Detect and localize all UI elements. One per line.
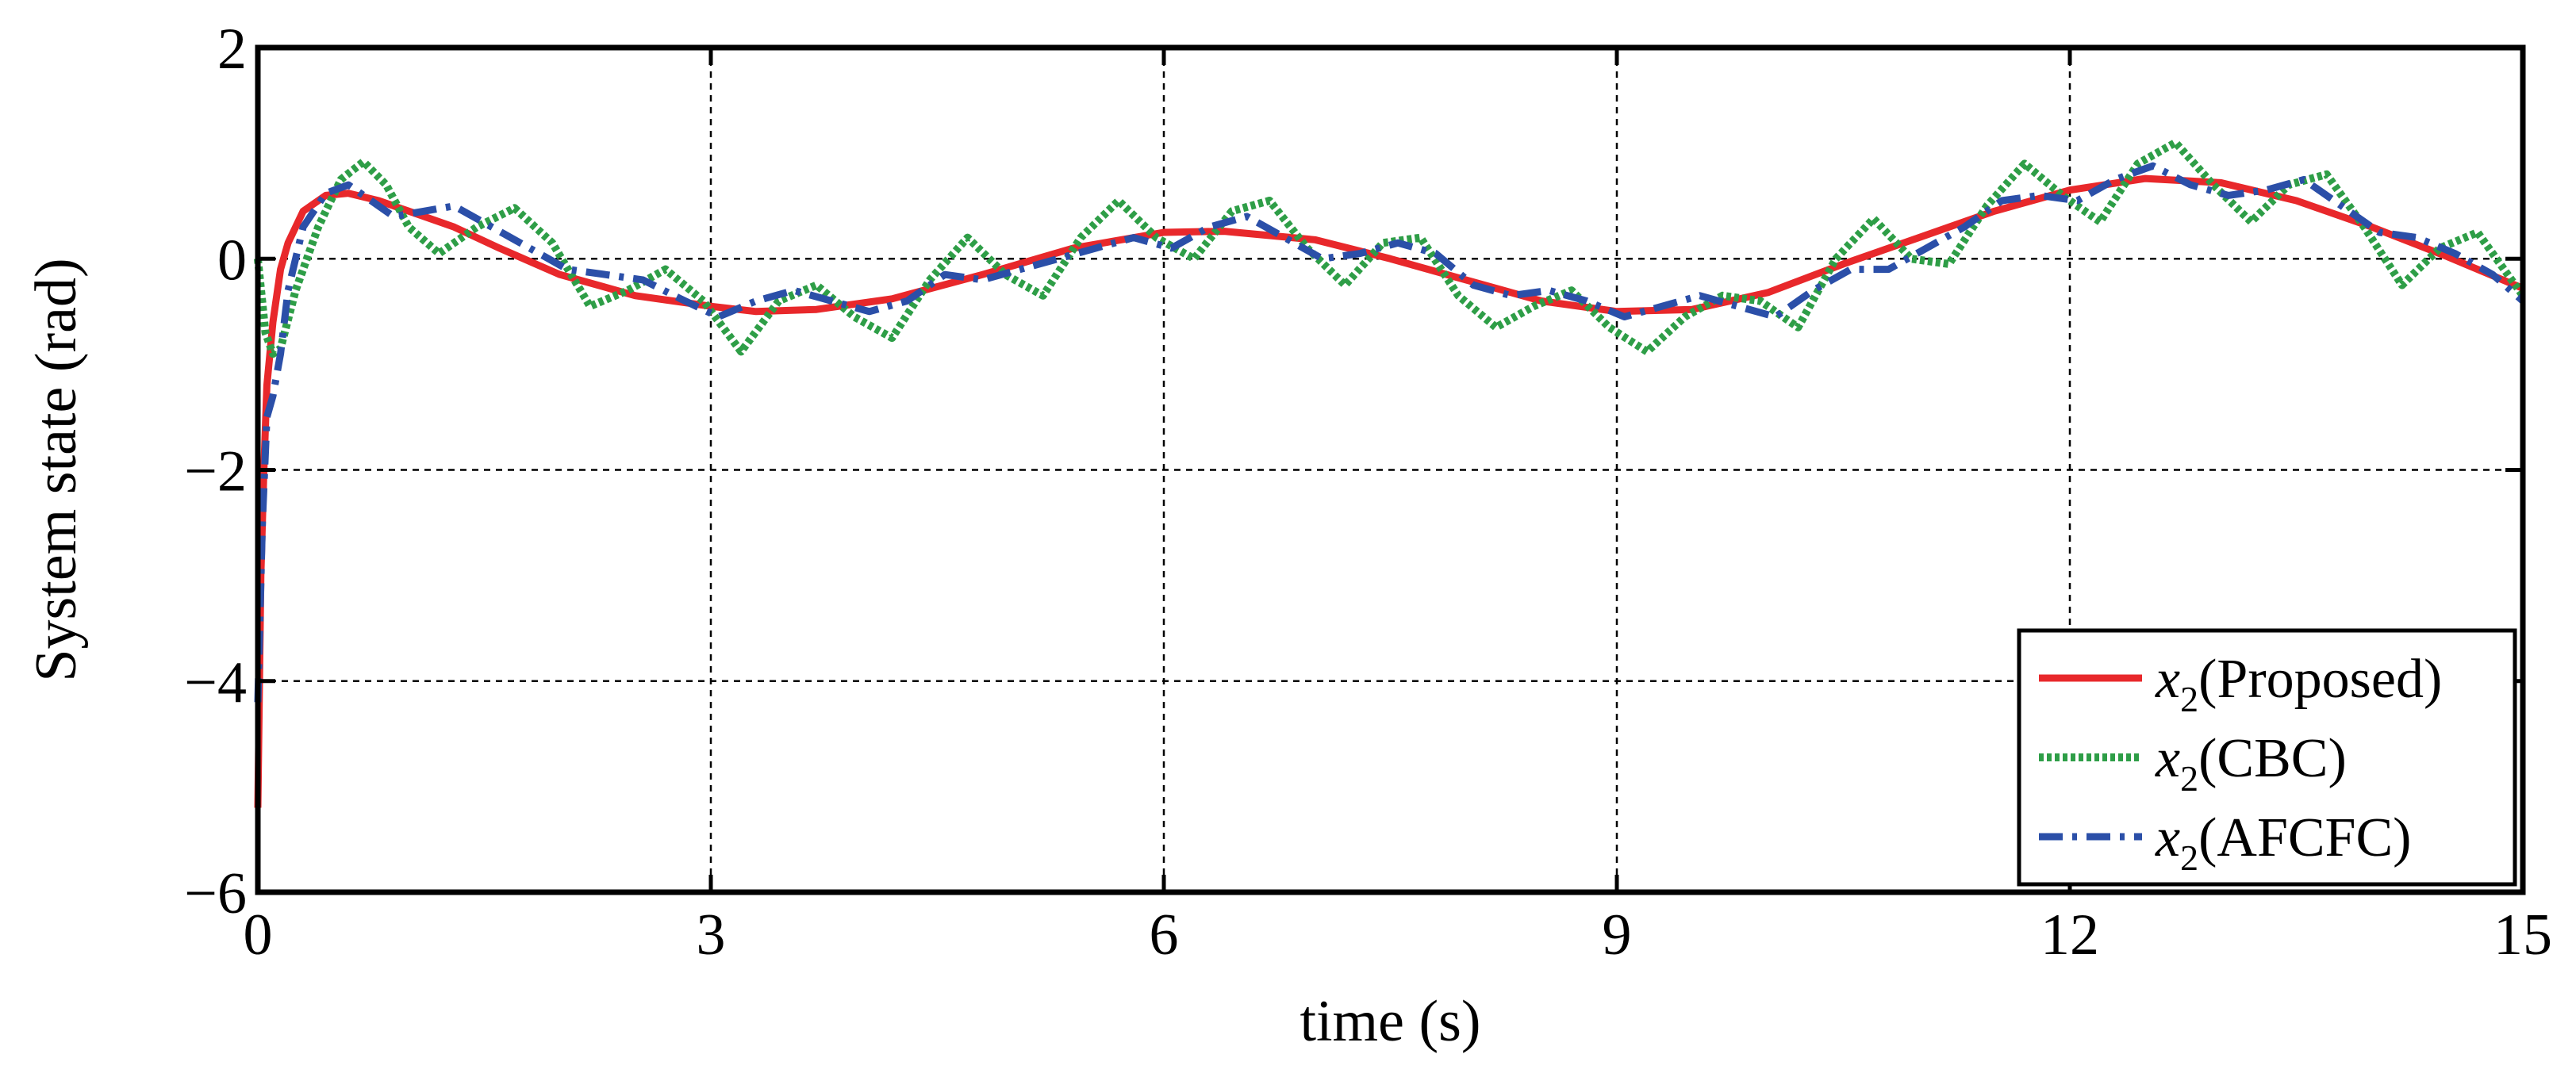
x-tick-label: 15 (2493, 903, 2552, 968)
y-tick-label: −4 (184, 650, 247, 715)
legend-item: x2(CBC) (2039, 728, 2347, 799)
series-line-1 (254, 174, 2524, 808)
legend-box (2017, 628, 2517, 887)
y-axis-title: System state (rad) (24, 258, 89, 681)
legend-item: x2(Proposed) (2039, 649, 2442, 719)
legend-label: x2(AFCFC) (2155, 807, 2412, 878)
legend-item: x2(AFCFC) (2039, 807, 2412, 878)
x-tick-label: 9 (1603, 903, 1632, 968)
x-tick-label: 0 (244, 903, 273, 968)
ticks (255, 45, 2525, 895)
legend-label: x2(CBC) (2155, 728, 2347, 799)
tick-labels: 0 3 6 9 12 15 2 0 −2 −4 −6 (184, 17, 2552, 968)
series-line-3 (254, 162, 2525, 703)
y-tick-label: −2 (184, 439, 247, 504)
series-layer (254, 138, 2527, 808)
x-tick-label: 12 (2040, 903, 2099, 968)
y-tick-label: −6 (184, 861, 247, 926)
legend-label: x2(Proposed) (2155, 649, 2442, 719)
y-tick-label: 0 (217, 228, 247, 293)
legend: x2(Proposed) x2(CBC) x2(AFCFC) (2017, 628, 2517, 887)
series-line-2 (254, 138, 2527, 358)
y-tick-label: 2 (217, 17, 247, 82)
x-tick-label: 3 (697, 903, 726, 968)
x-axis-title: time (s) (1300, 989, 1480, 1054)
x-tick-label: 6 (1150, 903, 1179, 968)
